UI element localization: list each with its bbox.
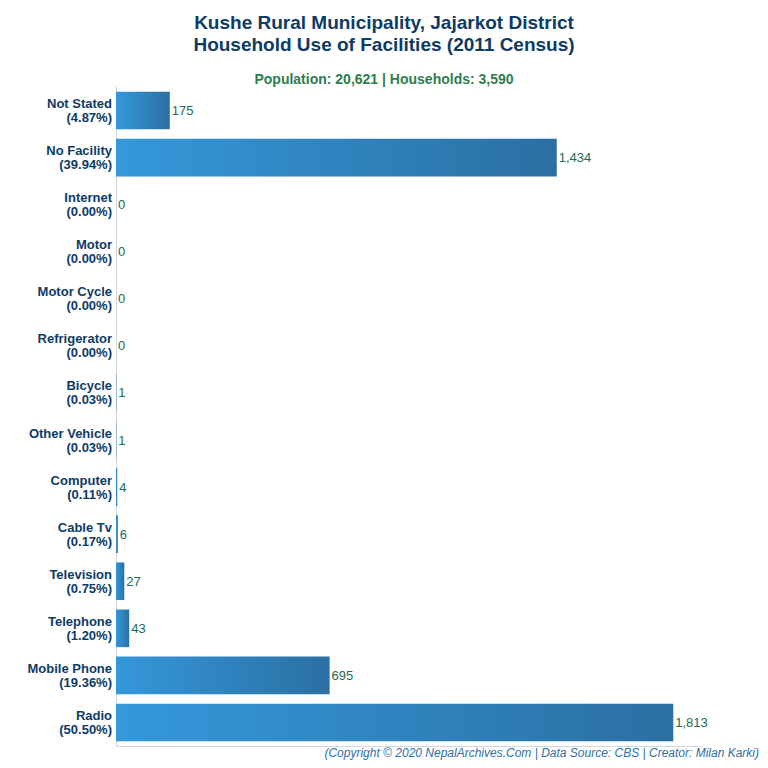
svg-text:Kushe Rural Municipality, Jaja: Kushe Rural Municipality, Jajarkot Distr…: [194, 12, 574, 33]
svg-text:695: 695: [332, 668, 354, 683]
svg-text:(1.20%): (1.20%): [66, 628, 112, 643]
svg-text:(Copyright © 2020 NepalArchive: (Copyright © 2020 NepalArchives.Com | Da…: [324, 746, 759, 760]
svg-text:Motor: Motor: [76, 237, 112, 252]
svg-text:(0.11%): (0.11%): [67, 487, 112, 502]
svg-text:(0.00%): (0.00%): [66, 298, 112, 313]
svg-text:Other Vehicle: Other Vehicle: [29, 426, 112, 441]
svg-text:(0.75%): (0.75%): [66, 581, 112, 596]
svg-text:Population: 20,621 | Household: Population: 20,621 | Households: 3,590: [254, 71, 513, 87]
svg-text:1,434: 1,434: [559, 150, 592, 165]
svg-text:0: 0: [118, 197, 125, 212]
svg-text:(0.00%): (0.00%): [66, 251, 112, 266]
svg-text:(19.36%): (19.36%): [59, 675, 112, 690]
svg-text:1,813: 1,813: [675, 715, 708, 730]
svg-text:(39.94%): (39.94%): [59, 157, 112, 172]
svg-text:(0.00%): (0.00%): [66, 345, 112, 360]
svg-text:1: 1: [118, 433, 125, 448]
svg-text:Telephone: Telephone: [48, 614, 112, 629]
svg-text:Household Use of Facilities (2: Household Use of Facilities (2011 Census…: [193, 34, 574, 55]
svg-text:4: 4: [119, 480, 126, 495]
svg-text:(0.03%): (0.03%): [66, 392, 112, 407]
svg-text:(0.17%): (0.17%): [66, 534, 112, 549]
svg-text:Radio: Radio: [76, 708, 112, 723]
svg-text:6: 6: [120, 527, 127, 542]
svg-text:(0.03%): (0.03%): [66, 440, 112, 455]
svg-text:Internet: Internet: [64, 190, 112, 205]
svg-text:Bicycle: Bicycle: [66, 378, 112, 393]
svg-text:1: 1: [118, 385, 125, 400]
svg-text:(0.00%): (0.00%): [66, 204, 112, 219]
svg-text:Mobile Phone: Mobile Phone: [28, 661, 113, 676]
svg-text:No Facility: No Facility: [46, 143, 113, 158]
svg-text:0: 0: [118, 338, 125, 353]
svg-text:43: 43: [131, 621, 145, 636]
svg-text:Cable Tv: Cable Tv: [58, 520, 113, 535]
svg-text:0: 0: [118, 291, 125, 306]
svg-text:(4.87%): (4.87%): [66, 110, 112, 125]
svg-text:Not Stated: Not Stated: [47, 96, 112, 111]
svg-text:Television: Television: [49, 567, 112, 582]
svg-text:27: 27: [126, 574, 140, 589]
svg-text:0: 0: [118, 244, 125, 259]
svg-text:175: 175: [172, 103, 194, 118]
svg-text:(50.50%): (50.50%): [59, 722, 112, 737]
svg-text:Motor Cycle: Motor Cycle: [38, 284, 112, 299]
svg-text:Refrigerator: Refrigerator: [38, 331, 112, 346]
svg-text:Computer: Computer: [51, 473, 112, 488]
